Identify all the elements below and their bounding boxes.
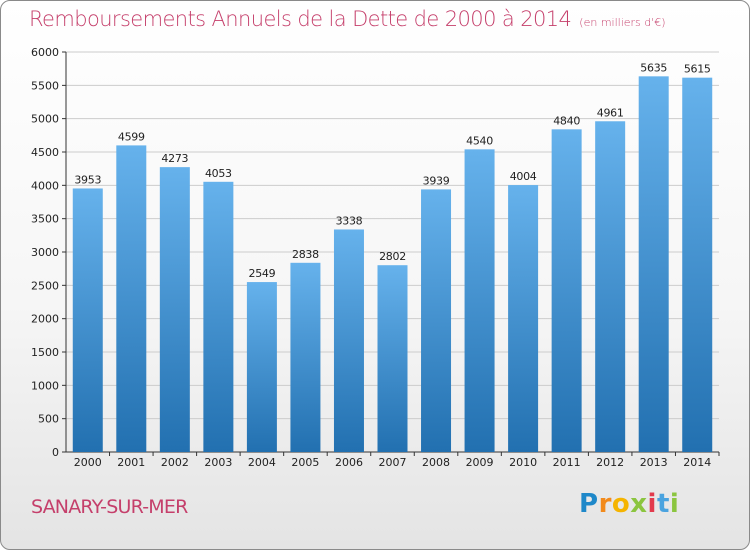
x-tick-label: 2013: [640, 456, 668, 469]
bar: [377, 265, 408, 452]
y-tick-label: 3500: [31, 213, 59, 226]
logo-letter: i: [669, 489, 680, 519]
y-tick-label: 6000: [31, 46, 59, 59]
y-tick-label: 4000: [31, 179, 59, 192]
bar-value-label: 4840: [553, 114, 580, 127]
x-tick-label: 2002: [161, 456, 189, 469]
x-tick-label: 2008: [422, 456, 450, 469]
x-tick-label: 2001: [117, 456, 145, 469]
bar: [638, 76, 669, 452]
bar: [333, 229, 364, 452]
x-tick-label: 2007: [379, 456, 407, 469]
proxiti-logo[interactable]: Proxiti: [579, 489, 679, 519]
x-tick-label: 2003: [204, 456, 232, 469]
y-tick-label: 1000: [31, 379, 59, 392]
bar: [508, 185, 539, 453]
bar: [551, 129, 582, 453]
x-tick-label: 2012: [596, 456, 624, 469]
y-tick-label: 4500: [31, 146, 59, 159]
bar-value-label: 4540: [466, 134, 493, 147]
logo-letter: P: [579, 489, 599, 519]
bar-value-label: 4599: [118, 130, 145, 143]
bar: [72, 188, 103, 452]
bar: [246, 282, 277, 452]
bar-value-label: 2838: [292, 248, 319, 261]
bar-value-label: 4004: [510, 170, 537, 183]
bar-value-label: 4053: [205, 167, 232, 180]
bar-value-label: 4273: [161, 152, 188, 165]
bar: [203, 181, 234, 453]
chart-title: Remboursements Annuels de la Dette de 20…: [29, 7, 666, 31]
y-tick-label: 2500: [31, 279, 59, 292]
y-tick-label: 1500: [31, 346, 59, 359]
bar: [421, 189, 452, 452]
bar: [159, 167, 190, 452]
x-tick-label: 2006: [335, 456, 363, 469]
x-tick-label: 2009: [466, 456, 494, 469]
x-tick-label: 2004: [248, 456, 276, 469]
bar-value-label: 3338: [336, 214, 363, 227]
chart-title-text: Remboursements Annuels de la Dette de 20…: [29, 7, 572, 31]
x-tick-label: 2005: [291, 456, 319, 469]
bars: [72, 76, 713, 453]
logo-letter: t: [656, 489, 670, 519]
x-tick-label: 2014: [683, 456, 711, 469]
x-tick-label: 2010: [509, 456, 537, 469]
bar-value-label: 4961: [597, 106, 624, 119]
bar: [595, 121, 626, 453]
labels: 0 500 1000 1500 2000 2500 3000 3500 4000 4500 5000…: [31, 46, 711, 469]
commune-name: SANARY-SUR-MER: [31, 496, 188, 518]
bar-value-label: 3939: [423, 174, 450, 187]
y-tick-label: 500: [38, 413, 59, 426]
bar: [116, 145, 147, 452]
logo-letter: o: [611, 489, 631, 519]
unit-note: (en milliers d'€): [579, 16, 666, 29]
logo-letter: i: [647, 489, 657, 519]
bar-value-label: 5635: [640, 61, 667, 74]
bar-value-label: 5615: [684, 63, 711, 76]
bar: [464, 149, 495, 453]
bar-value-label: 2549: [249, 267, 276, 280]
y-tick-label: 2000: [31, 313, 59, 326]
logo-letter: r: [598, 489, 612, 519]
bar: [290, 262, 321, 452]
bar-value-label: 3953: [74, 173, 101, 186]
y-tick-label: 0: [52, 446, 59, 459]
x-tick-label: 2000: [74, 456, 102, 469]
bar-value-label: 2802: [379, 250, 406, 263]
y-tick-label: 5500: [31, 79, 59, 92]
bar: [682, 77, 713, 453]
logo-letter: x: [630, 489, 648, 519]
y-tick-label: 5000: [31, 113, 59, 126]
x-tick-label: 2011: [553, 456, 581, 469]
y-tick-label: 3000: [31, 246, 59, 259]
